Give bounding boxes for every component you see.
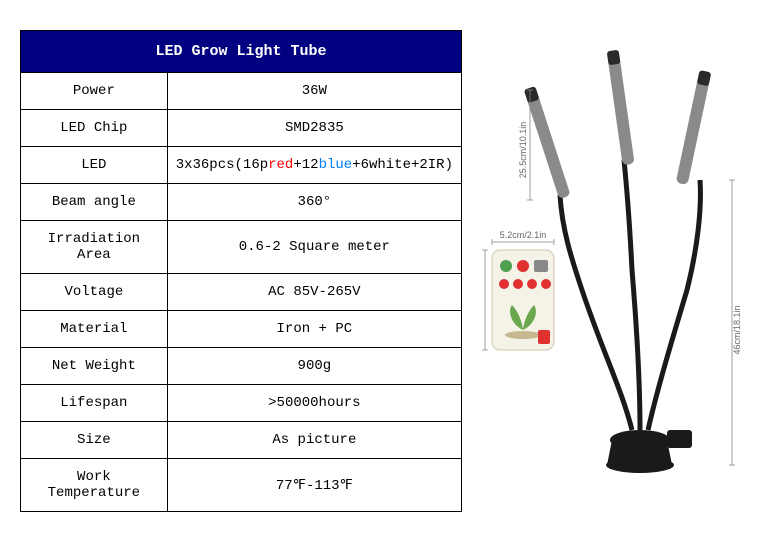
spec-value: 36W: [167, 73, 461, 110]
svg-text:25.5cm/10.1in: 25.5cm/10.1in: [518, 122, 528, 179]
arm-3: [648, 180, 700, 430]
svg-text:5.2cm/2.1in: 5.2cm/2.1in: [500, 230, 547, 240]
led-tube-2: [607, 50, 635, 166]
spec-label: LED Chip: [21, 110, 168, 147]
spec-label: Power: [21, 73, 168, 110]
spec-table-body: Power 36W LED Chip SMD2835 LED 3x36pcs(1…: [21, 73, 462, 512]
dim-remote-width: 5.2cm/2.1in: [492, 230, 554, 245]
spec-value: 77℉-113℉: [167, 459, 461, 512]
spec-value: Iron + PC: [167, 311, 461, 348]
table-row: Net Weight 900g: [21, 348, 462, 385]
product-svg: 25.5cm/10.1in 5.2cm/2.1in 8.5cm/3.4in 46…: [482, 30, 762, 490]
table-row: Beam angle 360°: [21, 184, 462, 221]
table-title: LED Grow Light Tube: [21, 31, 462, 73]
spec-value: As picture: [167, 422, 461, 459]
arm-1: [560, 195, 632, 430]
table-row: LED 3x36pcs(16pred+12blue+6white+2IR): [21, 147, 462, 184]
table-row: Size As picture: [21, 422, 462, 459]
led-tube-3: [676, 70, 712, 185]
dim-total-height: 46cm/18.1in: [729, 180, 742, 465]
led-tube-1: [524, 86, 571, 199]
spec-table-container: LED Grow Light Tube Power 36W LED Chip S…: [20, 30, 462, 530]
spec-value-led: 3x36pcs(16pred+12blue+6white+2IR): [167, 147, 461, 184]
dim-remote-height: 8.5cm/3.4in: [482, 250, 488, 350]
spec-table: LED Grow Light Tube Power 36W LED Chip S…: [20, 30, 462, 512]
spec-label: Net Weight: [21, 348, 168, 385]
spec-value: >50000hours: [167, 385, 461, 422]
led-red-text: red: [268, 157, 293, 173]
spec-value: 360°: [167, 184, 461, 221]
spec-label: Work Temperature: [21, 459, 168, 512]
led-blue-text: blue: [319, 157, 353, 173]
spec-label: Irradiation Area: [21, 221, 168, 274]
table-row: Lifespan >50000hours: [21, 385, 462, 422]
table-row: Work Temperature 77℉-113℉: [21, 459, 462, 512]
spec-label: LED: [21, 147, 168, 184]
table-row: Power 36W: [21, 73, 462, 110]
svg-text:46cm/18.1in: 46cm/18.1in: [732, 305, 742, 354]
spec-value: AC 85V-265V: [167, 274, 461, 311]
spec-value: SMD2835: [167, 110, 461, 147]
spec-value: 0.6-2 Square meter: [167, 221, 461, 274]
spec-label: Lifespan: [21, 385, 168, 422]
table-row: LED Chip SMD2835: [21, 110, 462, 147]
spec-label: Beam angle: [21, 184, 168, 221]
spec-label: Material: [21, 311, 168, 348]
table-row: Material Iron + PC: [21, 311, 462, 348]
table-row: Irradiation Area 0.6-2 Square meter: [21, 221, 462, 274]
product-illustration: 25.5cm/10.1in 5.2cm/2.1in 8.5cm/3.4in 46…: [462, 30, 762, 530]
remote-control: [492, 250, 554, 350]
clip-base: [606, 430, 692, 473]
table-row: Voltage AC 85V-265V: [21, 274, 462, 311]
spec-value: 900g: [167, 348, 461, 385]
arm-2: [624, 160, 640, 430]
spec-label: Size: [21, 422, 168, 459]
spec-label: Voltage: [21, 274, 168, 311]
